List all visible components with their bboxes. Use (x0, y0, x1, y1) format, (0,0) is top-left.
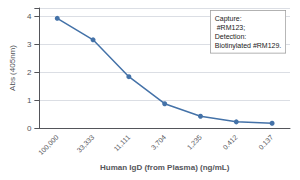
svg-text:3: 3 (27, 40, 32, 49)
svg-text:#RM123;: #RM123; (215, 24, 245, 31)
svg-text:4: 4 (27, 12, 32, 21)
svg-text:1,235: 1,235 (186, 133, 203, 150)
svg-text:2: 2 (27, 68, 32, 77)
svg-text:Human IgD (from Plasma) (ng/mL: Human IgD (from Plasma) (ng/mL) (100, 163, 230, 172)
svg-text:11,111: 11,111 (112, 133, 131, 152)
svg-text:0: 0 (27, 124, 32, 133)
svg-text:100,000: 100,000 (37, 133, 60, 156)
svg-text:Abs (405nm): Abs (405nm) (8, 45, 17, 91)
svg-text:3,704: 3,704 (150, 133, 167, 150)
svg-text:Capture:: Capture: (215, 15, 242, 23)
svg-text:Biotinylated #RM129.: Biotinylated #RM129. (215, 42, 282, 50)
svg-text:Detection:: Detection: (215, 33, 247, 40)
svg-text:33,333: 33,333 (75, 133, 95, 153)
svg-text:1: 1 (27, 96, 32, 105)
svg-text:0.137: 0.137 (257, 133, 274, 150)
svg-text:0.412: 0.412 (221, 133, 238, 150)
